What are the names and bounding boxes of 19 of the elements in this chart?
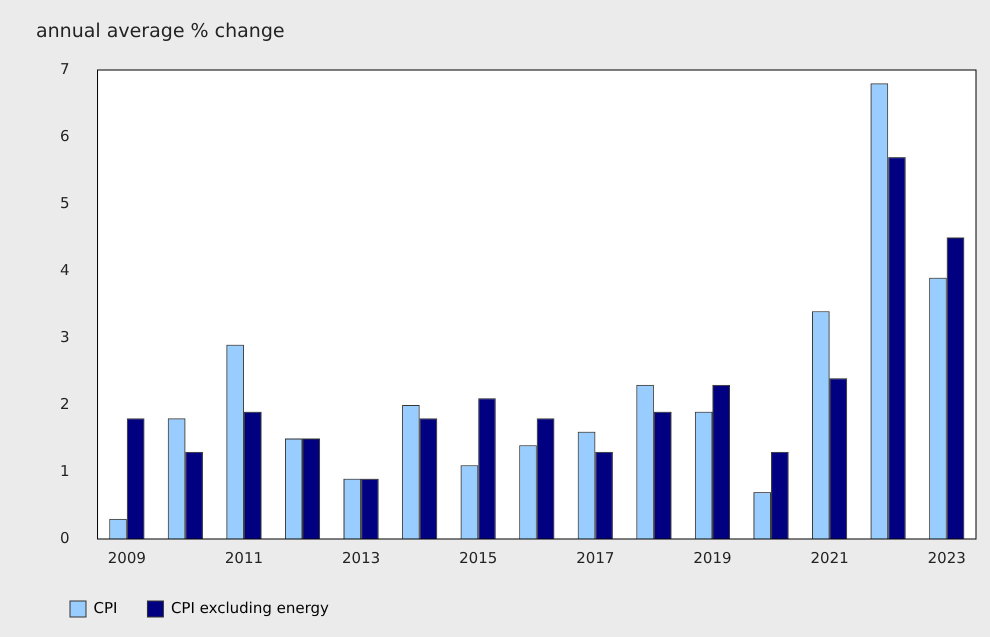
legend-label: CPI [94, 598, 118, 617]
y-tick-label: 6 [60, 126, 70, 145]
y-tick-label: 7 [60, 60, 70, 78]
y-tick-label: 2 [60, 394, 70, 413]
y-tick-label: 4 [60, 260, 70, 279]
y-tick-label: 0 [60, 528, 70, 547]
y-tick-label: 3 [60, 328, 70, 346]
x-tick-label: 2019 [693, 548, 732, 567]
x-tick-label: 2021 [810, 548, 849, 567]
x-tick-label: 2023 [928, 548, 966, 567]
y-tick-label: 5 [60, 194, 70, 212]
y-axis-title: annual average % change [36, 20, 285, 42]
y-tick-label: 1 [60, 462, 70, 480]
x-tick-label: 2013 [342, 548, 380, 567]
legend-label: CPI excluding energy [170, 598, 330, 617]
x-tick-label: 2017 [576, 548, 614, 567]
x-tick-label: 2009 [108, 548, 146, 567]
x-tick-label: 2011 [224, 548, 264, 567]
x-tick-label: 2015 [459, 548, 498, 567]
